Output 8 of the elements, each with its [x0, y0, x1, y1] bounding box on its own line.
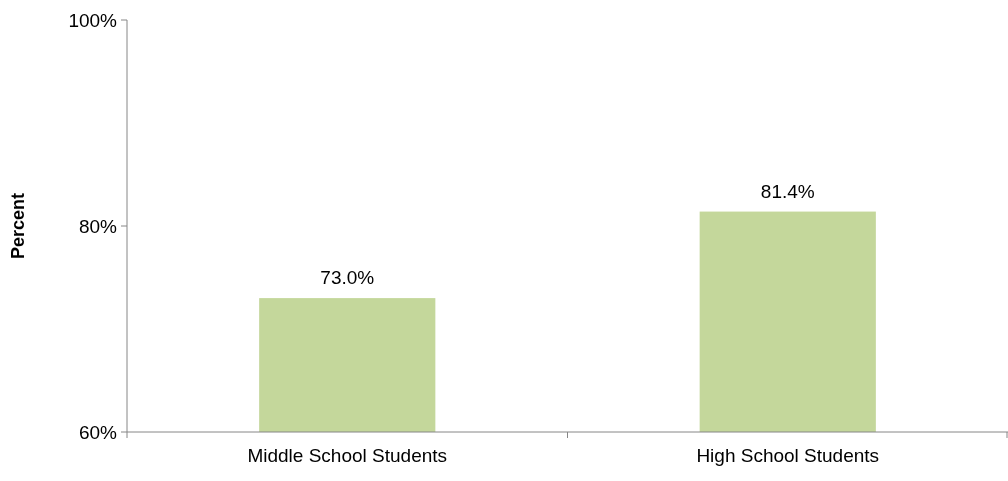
y-tick-label: 100% [68, 9, 118, 31]
x-tick-label: High School Students [696, 445, 880, 466]
data-label: 81.4% [760, 180, 815, 202]
data-label: 73.0% [320, 267, 375, 289]
y-tick-label: 60% [78, 421, 118, 443]
x-tick-label: Middle School Students [247, 445, 448, 466]
y-axis-title: Percent [8, 192, 28, 260]
y-tick-label: 80% [78, 215, 118, 237]
